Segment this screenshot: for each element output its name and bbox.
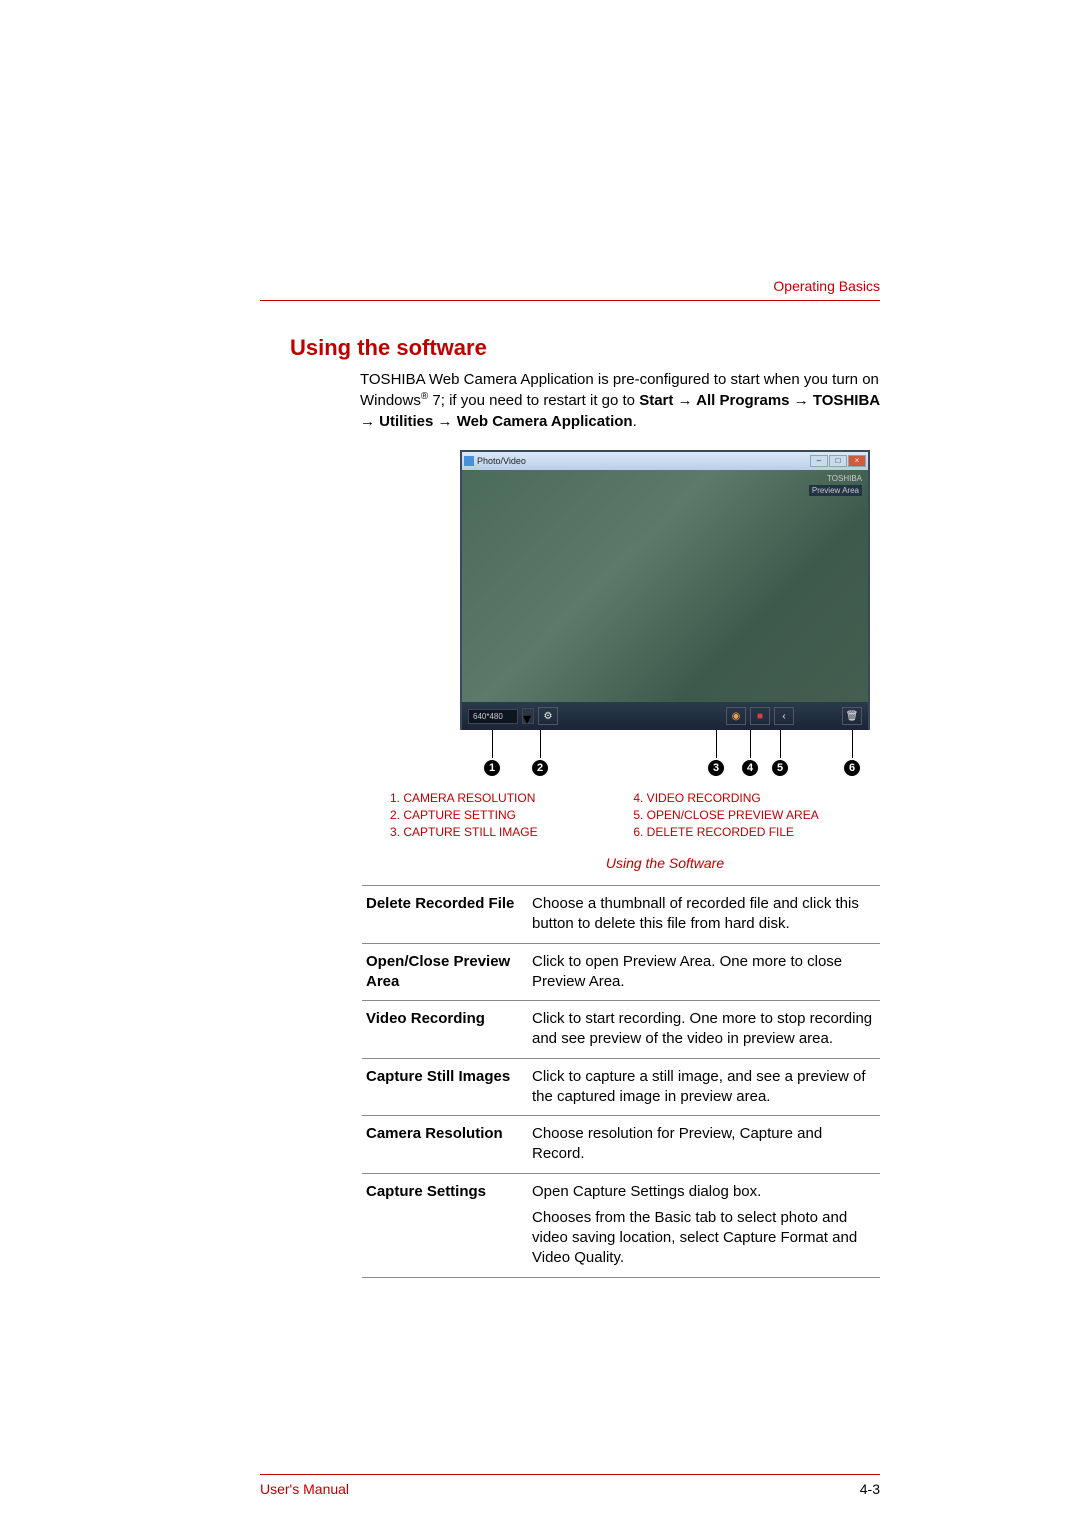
feature-name: Capture Settings [362,1173,528,1277]
arrow: → [360,413,379,430]
capture-photo-icon[interactable]: ◉ [726,707,746,725]
feature-name: Video Recording [362,1001,528,1059]
callout-number: 3 [708,760,724,776]
feature-description: Click to start recording. One more to st… [528,1001,880,1059]
figure-legend: 1. CAMERA RESOLUTION2. CAPTURE SETTING3.… [390,790,890,840]
path-allprograms: All Programs [696,392,789,409]
callout-line [852,730,853,758]
table-row: Capture Still ImagesClick to capture a s… [362,1058,880,1116]
resolution-select[interactable]: 640*480 [468,709,518,724]
callout-line [492,730,493,758]
close-button[interactable]: × [848,455,866,467]
intro-paragraph: TOSHIBA Web Camera Application is pre-co… [360,370,880,432]
period: . [633,413,637,430]
callout-number: 6 [844,760,860,776]
settings-icon[interactable]: ⚙ [538,707,558,725]
callout-line [540,730,541,758]
callout-line [780,730,781,758]
figure-caption: Using the Software [460,855,870,871]
path-webcam: Web Camera Application [457,413,633,430]
legend-item: 5. OPEN/CLOSE PREVIEW AREA [633,807,883,824]
feature-table: Delete Recorded FileChoose a thumbnall o… [362,885,880,1278]
webcam-app-window: Photo/Video –□× TOSHIBA Preview Area 640… [460,450,870,730]
table-row: Video RecordingClick to start recording.… [362,1001,880,1059]
legend-item: 6. DELETE RECORDED FILE [633,824,883,841]
record-video-icon[interactable]: ■ [750,707,770,725]
toolbar: 640*480 ▾ ⚙ ◉ ■ ‹ 🗑 [462,702,868,730]
path-toshiba: TOSHIBA [813,392,880,409]
footer-right: 4-3 [860,1481,880,1497]
preview-pane: TOSHIBA Preview Area [462,470,868,702]
header-rule [260,300,880,301]
arrow: → [790,392,813,409]
resolution-dropdown-icon[interactable]: ▾ [522,708,534,724]
legend-item: 4. VIDEO RECORDING [633,790,883,807]
feature-description: Click to capture a still image, and see … [528,1058,880,1116]
toggle-preview-icon[interactable]: ‹ [774,707,794,725]
feature-name: Capture Still Images [362,1058,528,1116]
delete-icon[interactable]: 🗑 [842,707,862,725]
arrow: → [673,392,696,409]
arrow: → [433,413,456,430]
window-titlebar: Photo/Video –□× [462,452,868,470]
app-icon [464,456,474,466]
section-title: Using the software [290,335,487,361]
maximize-button[interactable]: □ [829,455,847,467]
brand-label: TOSHIBA [809,474,862,483]
path-start: Start [639,392,673,409]
callout-number: 2 [532,760,548,776]
path-utilities: Utilities [379,413,433,430]
table-row: Camera ResolutionChoose resolution for P… [362,1116,880,1174]
feature-name: Delete Recorded File [362,886,528,944]
footer-rule [260,1474,880,1475]
intro-text: 7; if you need to restart it go to [428,392,639,409]
feature-description: Click to open Preview Area. One more to … [528,943,880,1001]
window-buttons: –□× [809,455,866,467]
callout-number: 1 [484,760,500,776]
feature-description: Choose resolution for Preview, Capture a… [528,1116,880,1174]
feature-description: Open Capture Settings dialog box.Chooses… [528,1173,880,1277]
callout-number: 4 [742,760,758,776]
feature-name: Open/Close Preview Area [362,943,528,1001]
header-chapter: Operating Basics [773,278,880,294]
preview-area-label: Preview Area [809,485,862,496]
legend-item: 2. CAPTURE SETTING [390,807,630,824]
callout-line [750,730,751,758]
window-title: Photo/Video [477,456,526,466]
callout-number: 5 [772,760,788,776]
table-row: Open/Close Preview AreaClick to open Pre… [362,943,880,1001]
feature-name: Camera Resolution [362,1116,528,1174]
legend-item: 3. CAPTURE STILL IMAGE [390,824,630,841]
intro-text: TOSHIBA Web Camera Application is pre-co… [360,371,862,388]
minimize-button[interactable]: – [810,455,828,467]
legend-item: 1. CAMERA RESOLUTION [390,790,630,807]
table-row: Delete Recorded FileChoose a thumbnall o… [362,886,880,944]
callouts: 1 2 3 45 6 [460,730,870,780]
table-row: Capture SettingsOpen Capture Settings di… [362,1173,880,1277]
feature-description: Choose a thumbnall of recorded file and … [528,886,880,944]
callout-line [716,730,717,758]
footer-left: User's Manual [260,1481,349,1497]
